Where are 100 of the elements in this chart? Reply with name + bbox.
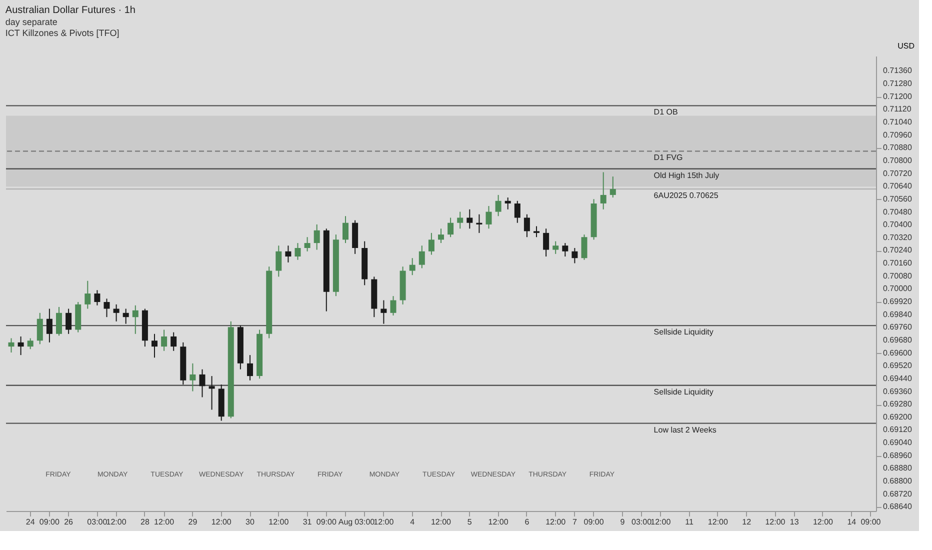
y-tick-label: 0.69520 (883, 361, 912, 370)
y-tick-label: 0.70720 (883, 168, 912, 178)
x-tick-label: 12:00 (708, 518, 729, 526)
x-tick-label: 7 (572, 518, 578, 526)
y-axis-title: USD (898, 42, 915, 50)
x-tick-label: 9 (620, 518, 626, 526)
candlestick (113, 304, 120, 322)
candlestick (476, 214, 482, 234)
y-tick-label: 0.71120 (883, 104, 912, 114)
x-tick-label: 12:00 (488, 518, 509, 526)
x-tick-label: 24 (26, 518, 36, 526)
candlestick (504, 197, 511, 210)
y-tick-label: 0.70560 (883, 194, 912, 204)
candlestick (122, 308, 129, 324)
ref-line-label: Old High 15th July (654, 170, 720, 180)
y-tick-label: 0.71040 (883, 118, 912, 127)
x-tick-label: 12:00 (374, 518, 394, 526)
candlestick (514, 200, 520, 224)
x-tick-label: 03:00 (354, 518, 376, 526)
y-tick-label: 0.69760 (883, 322, 912, 332)
candlestick (581, 234, 588, 260)
x-tick-label: 13 (790, 518, 800, 526)
x-tick-label: 03:00 (632, 518, 652, 526)
y-tick-label: 0.69280 (883, 400, 912, 409)
y-tick-label: 0.71360 (883, 66, 912, 76)
y-tick-label: 0.70320 (883, 232, 912, 242)
y-tick-label: 0.69680 (883, 335, 912, 344)
candlestick (524, 214, 530, 238)
x-tick-label: 26 (64, 518, 74, 526)
candlestick (486, 206, 492, 230)
x-tick-label: 6 (524, 518, 530, 526)
candlestick (409, 258, 416, 276)
x-tick-label: 5 (467, 518, 472, 526)
ref-line-label: 6AU2025 0.70625 (654, 191, 719, 200)
x-tick-label: Aug (338, 518, 353, 526)
candlestick (342, 216, 348, 244)
candlestick (314, 224, 320, 250)
y-tick-label: 0.69920 (883, 297, 912, 306)
y-tick-label: 0.69120 (883, 425, 912, 434)
y-tick-label: 0.70640 (883, 182, 912, 191)
chart-title: Australian Dollar Futures · 1h (5, 5, 136, 16)
x-tick-label: 14 (847, 518, 857, 526)
candlestick (495, 194, 502, 217)
x-tick-label: 12:00 (812, 518, 834, 526)
y-tick-label: 0.70080 (883, 271, 912, 280)
x-tick-label: 12:00 (546, 518, 566, 526)
candlestick (294, 242, 301, 260)
candlestick (552, 240, 559, 254)
x-tick-label: 12:00 (154, 518, 175, 526)
ref-line-label: D1 OB (654, 108, 678, 117)
y-tick-label: 0.71200 (883, 92, 912, 101)
candlestick (438, 228, 444, 244)
x-tick-label: 12:00 (106, 518, 127, 526)
y-tick-label: 0.69440 (883, 374, 912, 383)
x-tick-label: 29 (188, 518, 198, 526)
candlestick (285, 245, 292, 263)
candlestick (170, 332, 177, 352)
y-tick-label: 0.70880 (883, 143, 912, 152)
candlestick (247, 354, 253, 381)
candlestick (104, 298, 110, 318)
x-tick-label: 12 (742, 518, 752, 526)
candlestick (36, 312, 43, 345)
x-tick-label: 12:00 (211, 518, 232, 526)
candlestick (534, 226, 540, 238)
candlestick (8, 338, 14, 353)
x-tick-label: 12:00 (765, 518, 786, 526)
candlestick (572, 248, 578, 264)
candlestick (448, 217, 454, 238)
candlestick (161, 329, 168, 352)
candlestick (152, 333, 158, 358)
ref-line-label: Low last 2 Weeks (654, 425, 716, 434)
y-tick-label: 0.70480 (883, 207, 912, 216)
y-tick-label: 0.69360 (883, 386, 912, 396)
x-tick-label: 4 (410, 518, 416, 526)
candlestick (190, 362, 196, 392)
candlestick (94, 290, 100, 306)
candlestick (304, 236, 310, 252)
candlestick (18, 336, 24, 356)
candlestick (428, 232, 434, 256)
x-tick-label: 09:00 (584, 518, 604, 526)
y-tick-label: 0.70400 (883, 220, 912, 230)
candlestick (457, 211, 464, 230)
ref-line-label: Sellside Liquidity (654, 387, 714, 396)
y-tick-label: 0.70960 (883, 130, 912, 140)
y-tick-label: 0.68720 (883, 489, 912, 498)
candlestick (610, 176, 616, 198)
candlestick (84, 280, 91, 310)
y-tick-label: 0.69840 (883, 310, 912, 319)
y-tick-label: 0.68800 (883, 476, 912, 486)
candlestick (418, 245, 425, 269)
x-tick-label: 31 (302, 518, 312, 526)
candlestick (380, 300, 387, 324)
y-tick-label: 0.70000 (883, 284, 912, 294)
y-tick-label: 0.70800 (883, 156, 912, 165)
x-tick-label: 09:00 (860, 518, 882, 526)
candlestick (132, 304, 138, 334)
candlestick (600, 172, 606, 210)
candlestick (66, 308, 72, 334)
ref-line-label: Sellside Liquidity (654, 328, 714, 337)
candlestick (27, 338, 34, 350)
